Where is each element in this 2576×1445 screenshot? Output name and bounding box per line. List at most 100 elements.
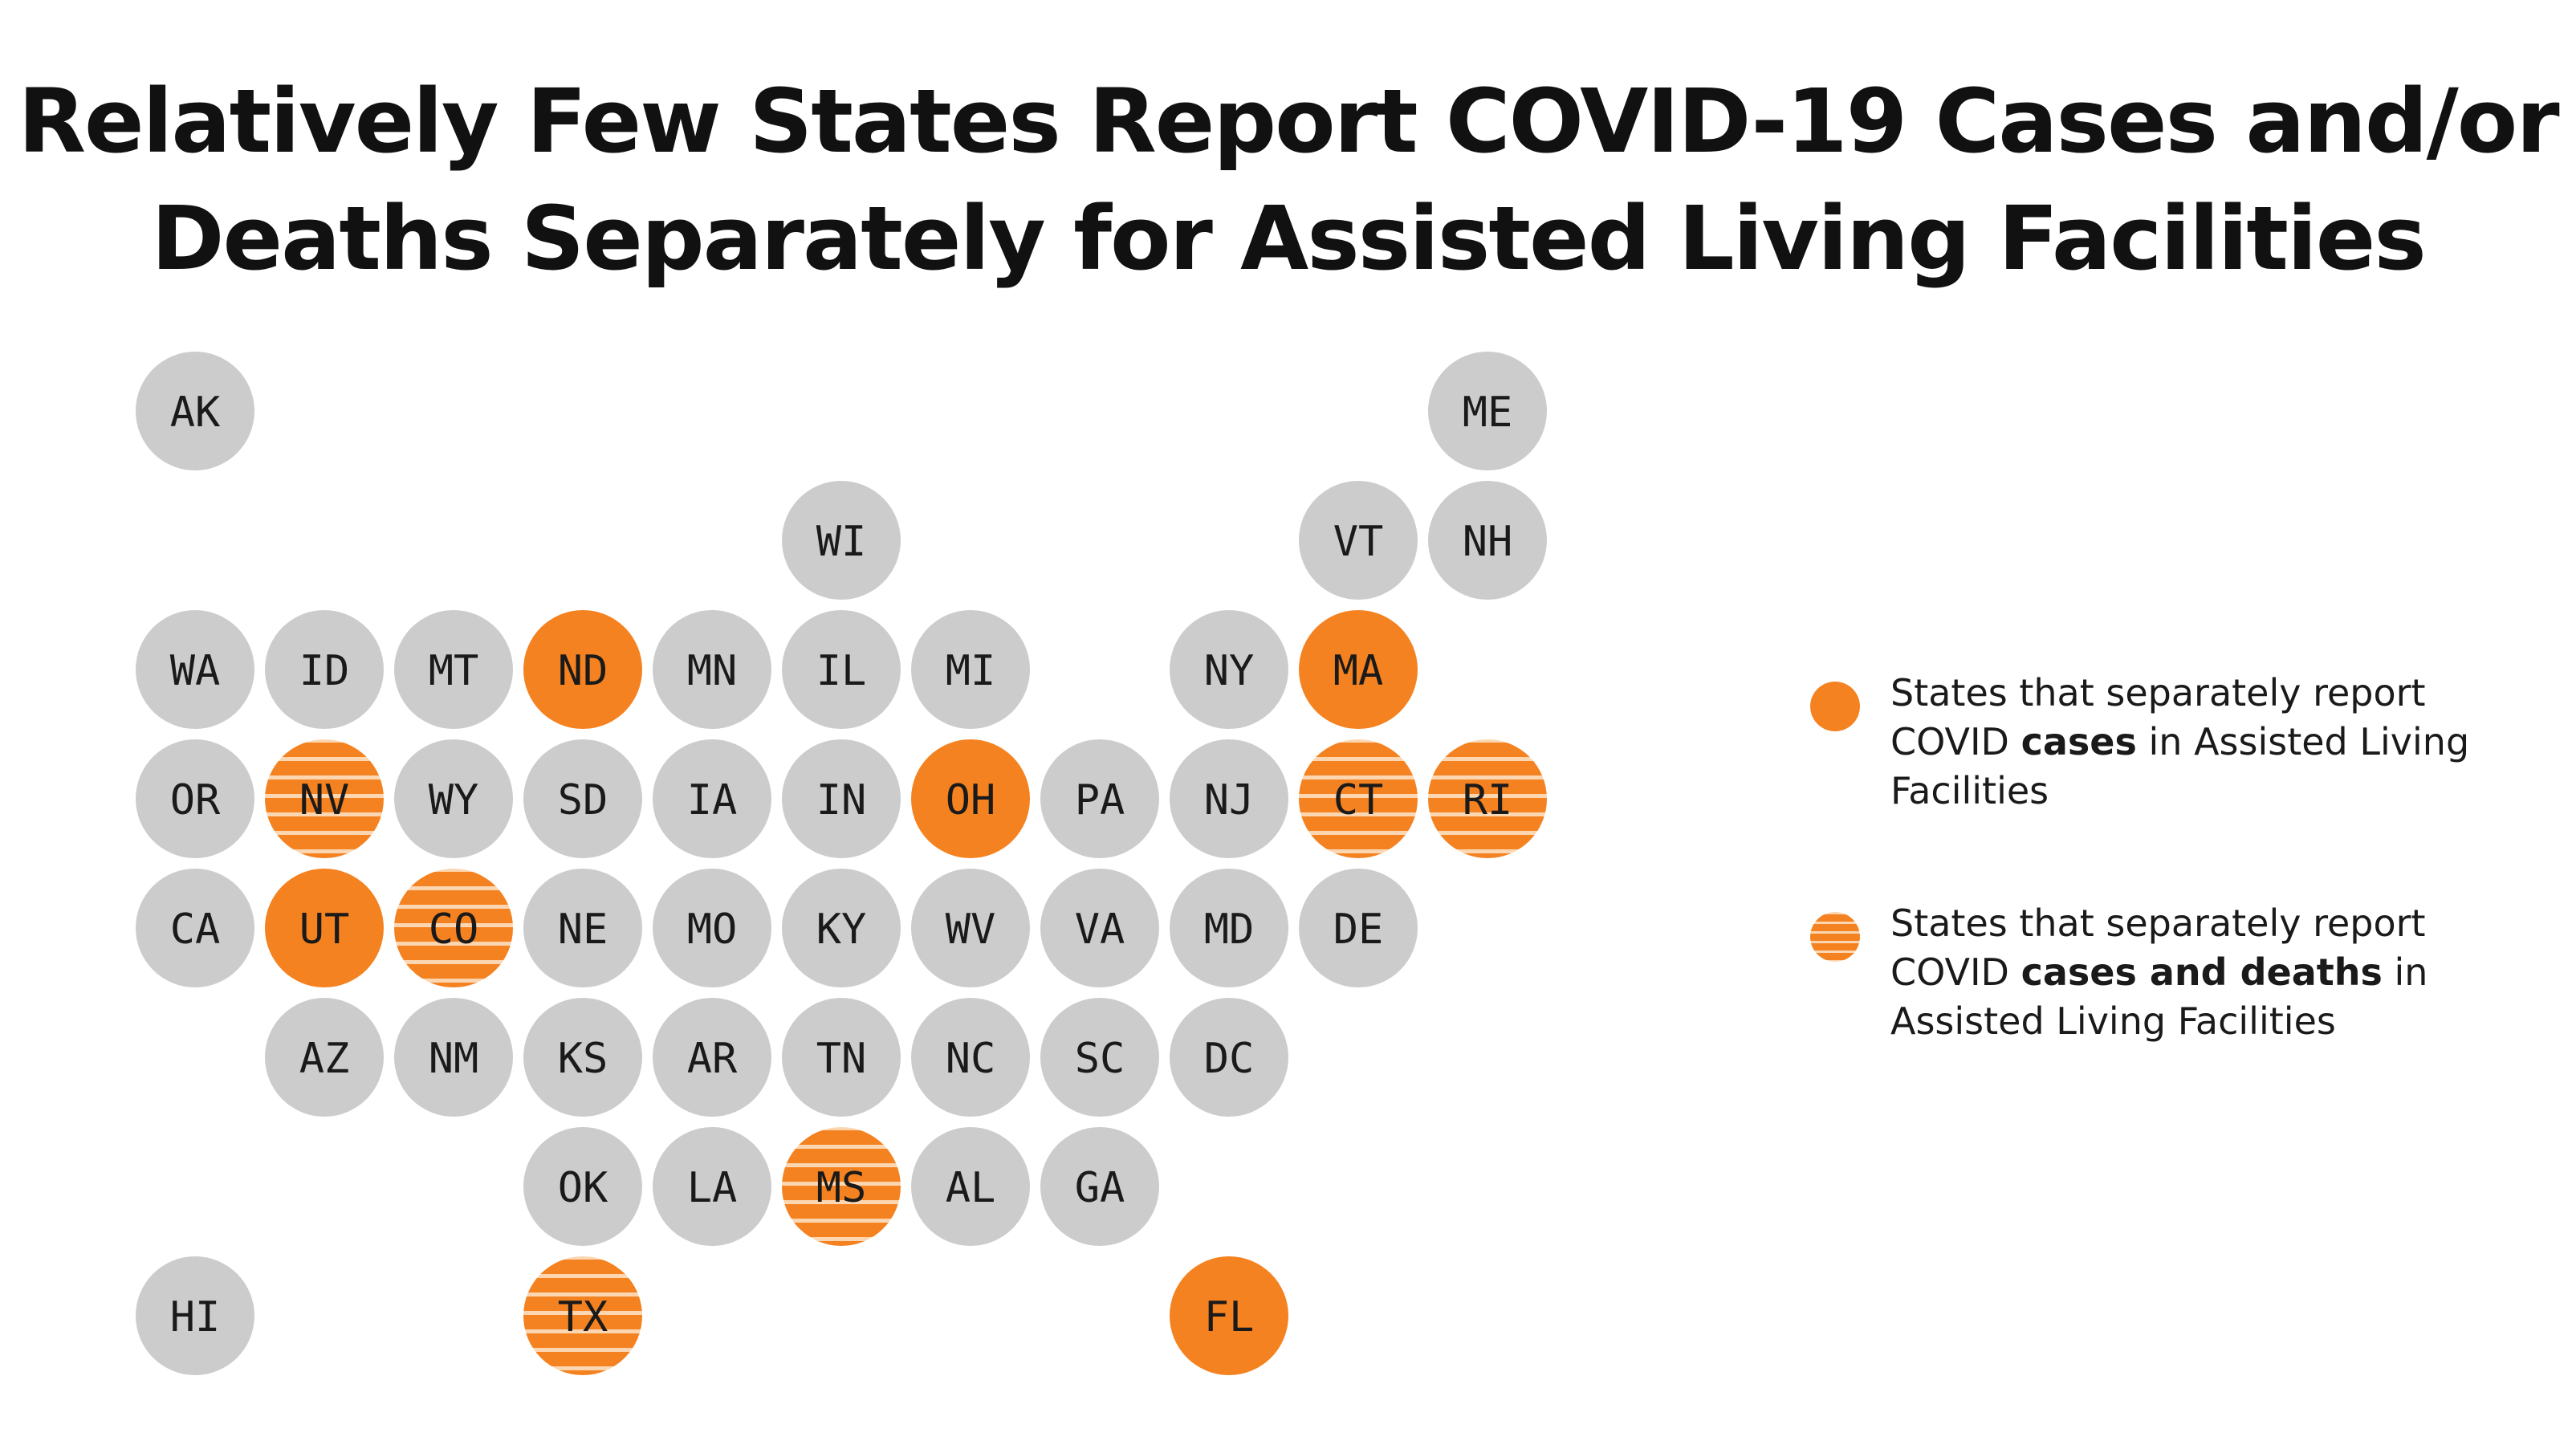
state-label-ct: CT (1333, 776, 1384, 824)
state-circle-nm (394, 998, 513, 1117)
state-label-wa: WA (170, 647, 221, 695)
state-label-co: CO (429, 906, 479, 954)
state-label-tn: TN (816, 1035, 867, 1083)
state-tile-ma: MA (1299, 610, 1418, 729)
state-circle-va (1040, 869, 1159, 987)
state-tile-in: IN (782, 739, 901, 858)
state-label-mn: MN (687, 647, 738, 695)
state-circle-ky (782, 869, 901, 987)
state-tile-nv: NV (265, 739, 384, 858)
state-tile-hi: HI (136, 1256, 254, 1375)
state-circle-co (394, 869, 513, 987)
state-tile-pa: PA (1040, 739, 1159, 858)
title-line-1: Relatively Few States Report COVID-19 Ca… (18, 70, 2559, 173)
state-circle-mo (653, 869, 771, 987)
state-tile-ga: GA (1040, 1127, 1159, 1246)
state-tile-wa: WA (136, 610, 254, 729)
state-circle-de (1299, 869, 1418, 987)
state-circle-az (265, 998, 384, 1117)
state-tile-nm: NM (394, 998, 513, 1117)
state-tile-tn: TN (782, 998, 901, 1117)
state-tile-sc: SC (1040, 998, 1159, 1117)
state-tile-md: MD (1170, 869, 1288, 987)
state-tile-ny: NY (1170, 610, 1288, 729)
state-tile-ia: IA (653, 739, 771, 858)
state-label-fl: FL (1204, 1293, 1255, 1341)
state-label-ut: UT (299, 906, 350, 954)
state-label-sd: SD (558, 776, 608, 824)
state-label-mo: MO (687, 906, 738, 954)
state-tile-ri: RI (1428, 739, 1547, 858)
state-label-ms: MS (816, 1164, 867, 1212)
state-circle-ne (523, 869, 642, 987)
state-circle-nc (911, 998, 1030, 1117)
state-circle-ri (1428, 739, 1547, 858)
state-tile-co: CO (394, 869, 513, 987)
state-label-wv: WV (946, 906, 996, 954)
state-label-ri: RI (1463, 776, 1513, 824)
state-tile-ak: AK (136, 352, 254, 470)
state-circle-vt (1299, 481, 1418, 600)
state-label-sc: SC (1075, 1035, 1125, 1083)
state-tile-ok: OK (523, 1127, 642, 1246)
state-tile-tx: TX (523, 1256, 642, 1375)
state-tile-ms: MS (782, 1127, 901, 1246)
state-tile-nc: NC (911, 998, 1030, 1117)
state-label-id: ID (299, 647, 350, 695)
state-circle-oh (911, 739, 1030, 858)
state-circle-ca (136, 869, 254, 987)
state-label-nc: NC (946, 1035, 996, 1083)
state-label-ca: CA (170, 906, 221, 954)
state-circle-ga (1040, 1127, 1159, 1246)
state-circle-id (265, 610, 384, 729)
state-circle-wa (136, 610, 254, 729)
state-tile-wv: WV (911, 869, 1030, 987)
state-tile-ks: KS (523, 998, 642, 1117)
state-circle-sc (1040, 998, 1159, 1117)
state-label-ny: NY (1204, 647, 1255, 695)
state-circle-mt (394, 610, 513, 729)
state-tile-ct: CT (1299, 739, 1418, 858)
state-tile-wi: WI (782, 481, 901, 600)
state-circle-il (782, 610, 901, 729)
state-circle-sd (523, 739, 642, 858)
state-label-mt: MT (429, 647, 479, 695)
state-label-wy: WY (429, 776, 479, 824)
state-label-mi: MI (946, 647, 996, 695)
state-circle-or (136, 739, 254, 858)
title-line-2: Deaths Separately for Assisted Living Fa… (151, 187, 2427, 290)
state-tile-ca: CA (136, 869, 254, 987)
state-circle-wy (394, 739, 513, 858)
state-label-vt: VT (1333, 518, 1384, 566)
state-tile-mt: MT (394, 610, 513, 729)
state-label-de: DE (1333, 906, 1384, 954)
state-label-nm: NM (429, 1035, 479, 1083)
legend-swatch-striped (1810, 912, 1860, 962)
state-label-nh: NH (1463, 518, 1513, 566)
state-tile-nj: NJ (1170, 739, 1288, 858)
state-tile-ar: AR (653, 998, 771, 1117)
state-label-hi: HI (170, 1293, 221, 1341)
state-label-ky: KY (816, 906, 867, 954)
state-circle-ok (523, 1127, 642, 1246)
state-circle-ny (1170, 610, 1288, 729)
state-circle-ms (782, 1127, 901, 1246)
state-circle-ct (1299, 739, 1418, 858)
state-circle-wi (782, 481, 901, 600)
state-tile-la: LA (653, 1127, 771, 1246)
state-tile-mn: MN (653, 610, 771, 729)
state-circle-dc (1170, 998, 1288, 1117)
state-tile-ky: KY (782, 869, 901, 987)
state-tile-al: AL (911, 1127, 1030, 1246)
state-circle-md (1170, 869, 1288, 987)
state-circle-la (653, 1127, 771, 1246)
state-label-ne: NE (558, 906, 608, 954)
state-label-ar: AR (687, 1035, 738, 1083)
state-tile-nh: NH (1428, 481, 1547, 600)
state-label-ga: GA (1075, 1164, 1125, 1212)
state-tile-de: DE (1299, 869, 1418, 987)
state-tile-sd: SD (523, 739, 642, 858)
state-label-al: AL (946, 1164, 996, 1212)
state-label-nd: ND (558, 647, 608, 695)
state-circle-in (782, 739, 901, 858)
